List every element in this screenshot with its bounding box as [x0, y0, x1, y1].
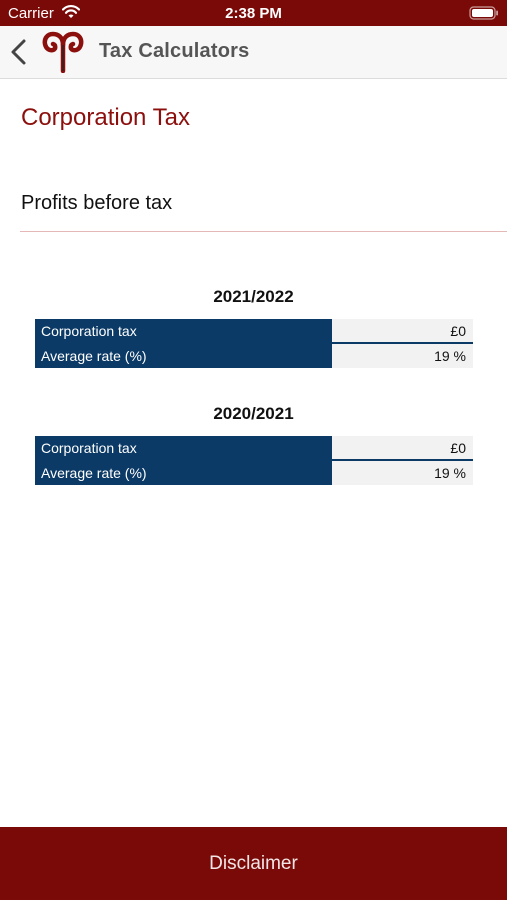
corporation-tax-label: Corporation tax: [35, 436, 332, 461]
status-time: 2:38 PM: [225, 5, 282, 22]
results-table-2020-2021: Corporation tax £0 Average rate (%) 19 %: [35, 436, 473, 485]
table-row: Corporation tax £0: [35, 436, 473, 461]
average-rate-value: 19 %: [332, 343, 473, 368]
table-row: Average rate (%) 19 %: [35, 343, 473, 368]
navigation-bar: Tax Calculators: [0, 26, 507, 79]
year-heading: 2020/2021: [213, 404, 294, 423]
corporation-tax-label: Corporation tax: [35, 319, 332, 344]
average-rate-label: Average rate (%): [35, 343, 332, 368]
carrier-label: Carrier: [8, 5, 54, 22]
status-bar: Carrier 2:38 PM: [0, 0, 507, 26]
corporation-tax-value: £0: [332, 436, 473, 461]
chevron-left-icon[interactable]: [8, 38, 30, 66]
year-heading: 2021/2022: [213, 287, 294, 306]
results-table-2021-2022: Corporation tax £0 Average rate (%) 19 %: [35, 319, 473, 368]
average-rate-label: Average rate (%): [35, 460, 332, 485]
profits-before-tax-label: Profits before tax: [21, 192, 173, 214]
table-row: Average rate (%) 19 %: [35, 460, 473, 485]
disclaimer-button[interactable]: Disclaimer: [0, 827, 507, 900]
corporation-tax-value: £0: [332, 319, 473, 344]
average-rate-value: 19 %: [332, 460, 473, 485]
nav-title: Tax Calculators: [99, 40, 250, 62]
profits-before-tax-field[interactable]: Profits before tax: [20, 180, 507, 232]
table-row: Corporation tax £0: [35, 319, 473, 344]
battery-icon: [469, 6, 498, 20]
wifi-icon: [62, 5, 80, 18]
aries-logo-icon: [42, 31, 84, 73]
page-title: Corporation Tax: [21, 104, 190, 131]
